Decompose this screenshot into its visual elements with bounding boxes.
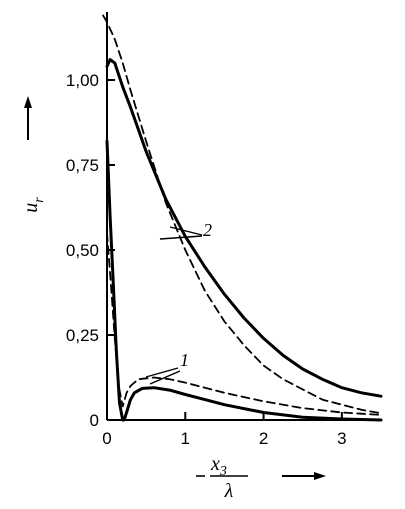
annotation-2-label: 2 <box>203 220 212 240</box>
x-axis-label-denominator: λ <box>224 480 234 502</box>
x-tick-label-3: 3 <box>337 429 346 448</box>
x-axis-label-sub: 3 <box>219 464 227 479</box>
y-tick-label-3: 0,75 <box>66 156 99 175</box>
annotation-1-label: 1 <box>180 350 189 370</box>
y-axis-label-sub: r <box>32 197 47 203</box>
x-axis-label-arrow-head <box>314 472 326 480</box>
series-curve-2-solid <box>105 58 383 398</box>
series-curve-2-dashed <box>102 14 382 415</box>
y-axis-label-main: u <box>20 203 42 213</box>
series-curve-1-solid <box>105 139 383 422</box>
x-tick-label-1: 1 <box>181 429 190 448</box>
series-curve-1-dashed <box>106 232 382 416</box>
annotation-1-leader-upper <box>145 367 179 378</box>
x-axis-label-main: x <box>210 453 220 475</box>
annotation-1-leader-lower <box>149 370 181 385</box>
y-tick-label-1: 0,25 <box>66 326 99 345</box>
annotation-1: 1 <box>145 350 189 385</box>
svg-text:x3: x3 <box>210 453 227 479</box>
y-tick-label-0: 0 <box>90 411 99 430</box>
svg-text:ur: ur <box>20 197 47 213</box>
x-tick-label-2: 2 <box>259 429 268 448</box>
x-tick-label-0: 0 <box>102 429 111 448</box>
y-axis-label-arrow-head <box>24 96 32 108</box>
annotation-2-leader-upper <box>169 226 203 236</box>
y-tick-label-2: 0,50 <box>66 241 99 260</box>
y-axis-label: ur <box>20 96 47 213</box>
y-tick-label-4: 1,00 <box>66 71 99 90</box>
x-axis-label: x3 λ <box>196 453 326 502</box>
